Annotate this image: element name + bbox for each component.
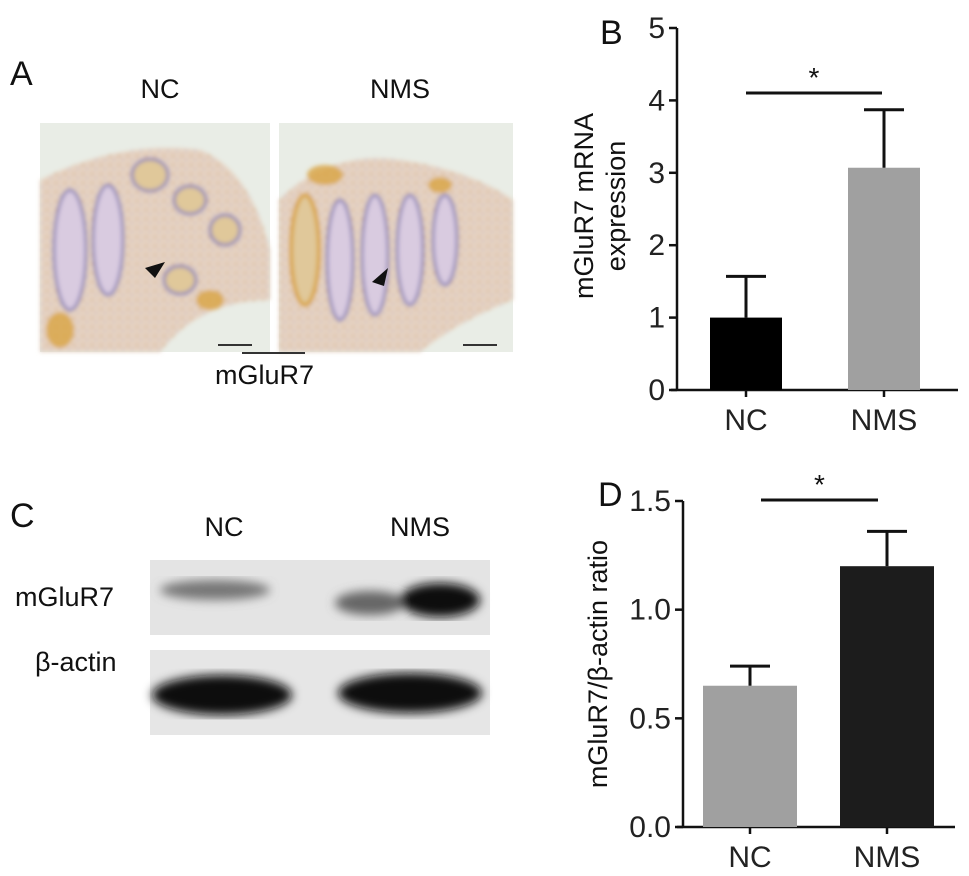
x-tick-label: NMS [854, 841, 921, 874]
western-blot-beta-actin [150, 650, 490, 735]
chart-d: 0.0 0.5 1.0 1.5 NC NMS * [629, 469, 955, 874]
chart-b-ylabel-line1: mGluR7 mRNA [569, 112, 599, 300]
y-tick-label: 0.5 [629, 702, 671, 735]
panel-a-marker-label: mGluR7 [215, 360, 315, 390]
y-tick-label: 0 [648, 374, 665, 407]
panel-a-nc-label: NC [140, 74, 180, 104]
y-tick-label: 1.0 [629, 594, 671, 627]
histology-image-nc [40, 123, 270, 352]
bar-nms [840, 566, 934, 827]
chart-d-ylabel: mGluR7/β-actin ratio [583, 539, 613, 789]
significance-marker: * [814, 469, 825, 500]
y-tick-label: 1 [648, 302, 665, 335]
y-tick-label: 5 [648, 12, 665, 45]
blot-row-label-mglur7: mGluR7 [15, 582, 115, 612]
panel-c-label: C [10, 497, 35, 535]
panel-a-nms-label: NMS [370, 74, 430, 104]
histology-image-nms [279, 123, 513, 352]
chart-b-ylabel-line2: expression [601, 140, 631, 272]
y-tick-label: 0.0 [629, 811, 671, 844]
y-tick-label: 1.5 [629, 485, 671, 518]
x-tick-label: NC [724, 404, 767, 437]
chart-b: 0 1 2 3 4 5 NC NMS * [648, 12, 958, 437]
western-blot-mglur7 [150, 560, 490, 635]
bar-nc [710, 317, 782, 390]
significance-marker: * [809, 62, 820, 93]
panel-c-nms-label: NMS [390, 512, 450, 542]
y-tick-label: 4 [648, 84, 665, 117]
y-tick-label: 3 [648, 157, 665, 190]
bar-nms [848, 167, 920, 390]
panel-c-nc-label: NC [204, 512, 244, 542]
x-tick-label: NMS [851, 404, 918, 437]
panel-d-label: D [598, 476, 623, 514]
blot-row-label-beta-actin: β-actin [35, 647, 117, 677]
y-tick-label: 2 [648, 229, 665, 262]
panel-a-label: A [10, 55, 33, 93]
x-tick-label: NC [728, 841, 771, 874]
panel-b-label: B [600, 14, 623, 52]
bar-nc [703, 685, 797, 827]
